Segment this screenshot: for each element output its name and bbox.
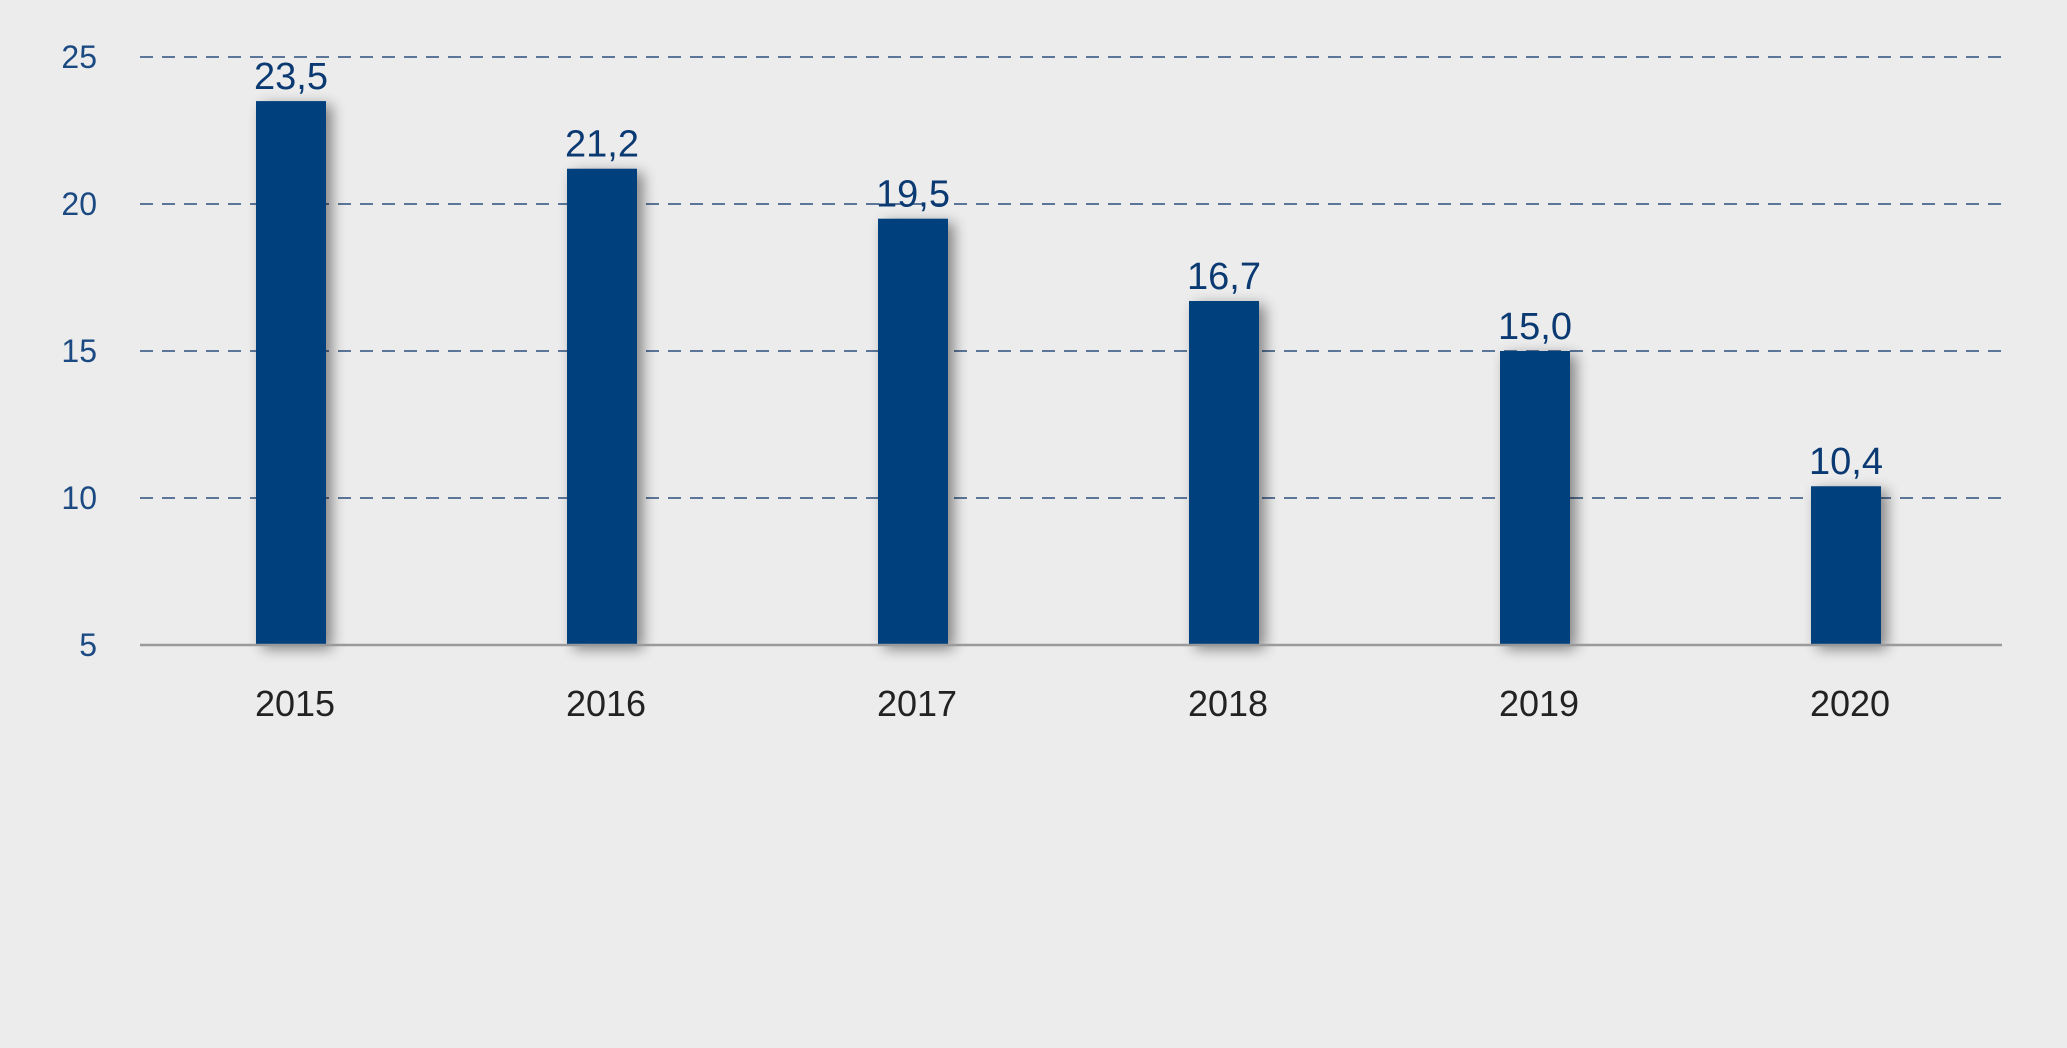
data-label: 19,5	[876, 174, 950, 216]
bar	[878, 218, 948, 645]
bar	[567, 168, 637, 645]
x-tick-label: 2019	[1499, 683, 1579, 724]
bar	[1500, 351, 1570, 645]
data-label: 10,4	[1809, 441, 1883, 483]
bar	[256, 101, 326, 646]
x-tick-label: 2018	[1188, 683, 1268, 724]
x-tick-label: 2015	[255, 683, 335, 724]
y-tick-label: 25	[61, 39, 97, 75]
x-tick-label: 2017	[877, 683, 957, 724]
x-axis-ticks: 2015 2016 2017 2018 2019 2020	[255, 683, 1890, 724]
data-label: 16,7	[1187, 256, 1261, 298]
bars	[256, 101, 1881, 646]
data-label: 15,0	[1498, 306, 1572, 348]
x-tick-label: 2016	[566, 683, 646, 724]
data-label: 21,2	[565, 124, 639, 166]
data-labels: 23,5 21,2 19,5 16,7 15,0 10,4	[254, 56, 1883, 483]
x-tick-label: 2020	[1810, 683, 1890, 724]
y-axis-ticks: 5 10 15 20 25	[61, 39, 97, 663]
y-tick-label: 15	[61, 333, 97, 369]
y-tick-label: 20	[61, 186, 97, 222]
data-label: 23,5	[254, 56, 328, 98]
gridlines	[140, 56, 2002, 499]
bar	[1811, 486, 1881, 645]
bar	[1189, 301, 1259, 645]
y-tick-label: 5	[79, 627, 97, 663]
y-tick-label: 10	[61, 480, 97, 516]
